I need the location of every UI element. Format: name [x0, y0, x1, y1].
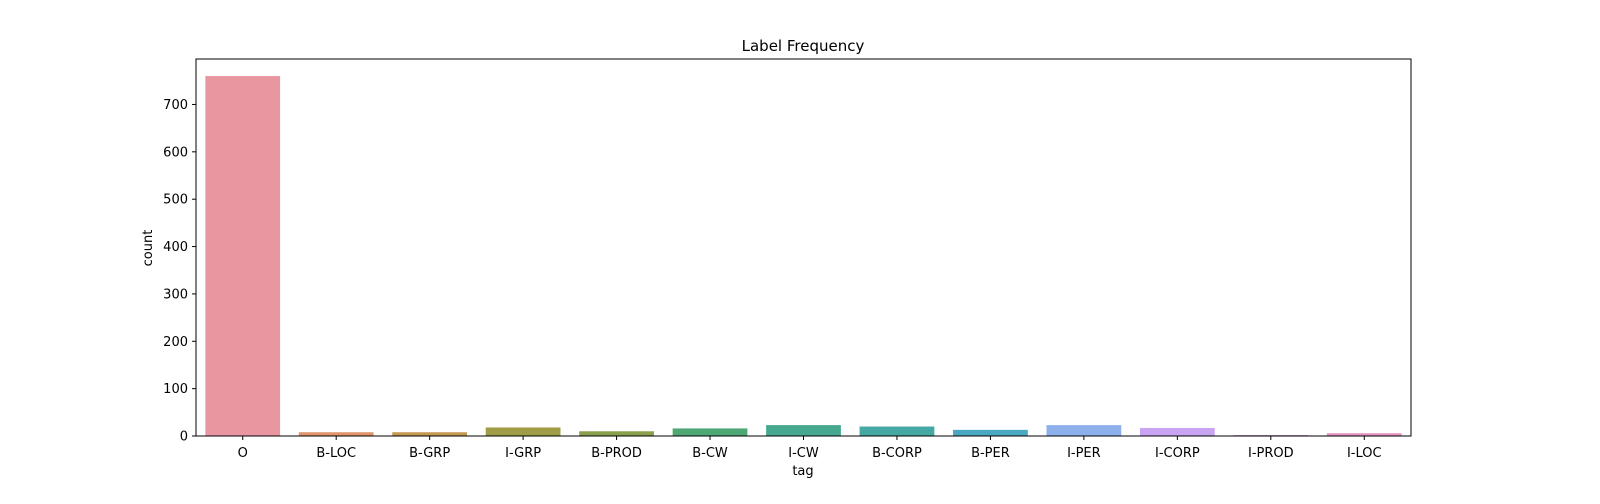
x-tick-label: I-LOC	[1347, 446, 1382, 461]
bar-i-cw	[766, 425, 841, 436]
y-tick-label: 300	[163, 287, 188, 302]
x-tick-label: I-PROD	[1248, 446, 1294, 461]
y-tick-label: 500	[163, 193, 188, 208]
chart-title: Label Frequency	[742, 37, 865, 55]
ticks-layer: O B-LOC B-GRP I-GRP B-PROD B-CW I-CW B-CORP B-PE…	[163, 98, 1381, 461]
x-tick-label: I-PER	[1067, 446, 1101, 461]
x-tick-label: B-CORP	[872, 446, 922, 461]
bar-i-corp	[1139, 427, 1215, 436]
bars-layer	[205, 76, 1402, 436]
x-tick-label: I-CW	[788, 446, 819, 461]
x-tick-label: B-GRP	[409, 446, 450, 461]
y-tick-label: 200	[163, 335, 188, 350]
y-tick-label: 0	[180, 430, 188, 445]
x-axis-label: tag	[792, 464, 813, 479]
plot-frame	[195, 58, 1412, 437]
bar-b-grp	[392, 432, 468, 436]
x-tick-label: B-PER	[971, 446, 1010, 461]
x-tick-label: I-GRP	[505, 446, 541, 461]
bar-b-per	[953, 429, 1028, 436]
bar-i-grp	[485, 427, 561, 436]
bar-b-loc	[298, 432, 374, 436]
bar-o	[205, 76, 281, 436]
x-tick-label: B-LOC	[316, 446, 356, 461]
x-tick-label: O	[238, 446, 248, 461]
bar-b-cw	[672, 428, 748, 436]
bar-i-per	[1046, 425, 1122, 436]
y-tick-label: 700	[163, 98, 188, 113]
y-tick-label: 100	[163, 382, 188, 397]
bar-b-prod	[579, 431, 654, 436]
x-tick-label: B-PROD	[591, 446, 642, 461]
bar-i-loc	[1326, 433, 1402, 436]
y-tick-label: 400	[163, 240, 188, 255]
bar-b-corp	[859, 426, 935, 436]
y-axis-label: count	[141, 230, 156, 267]
x-tick-label: I-CORP	[1155, 446, 1200, 461]
y-tick-label: 600	[163, 145, 188, 160]
x-tick-label: B-CW	[692, 446, 728, 461]
